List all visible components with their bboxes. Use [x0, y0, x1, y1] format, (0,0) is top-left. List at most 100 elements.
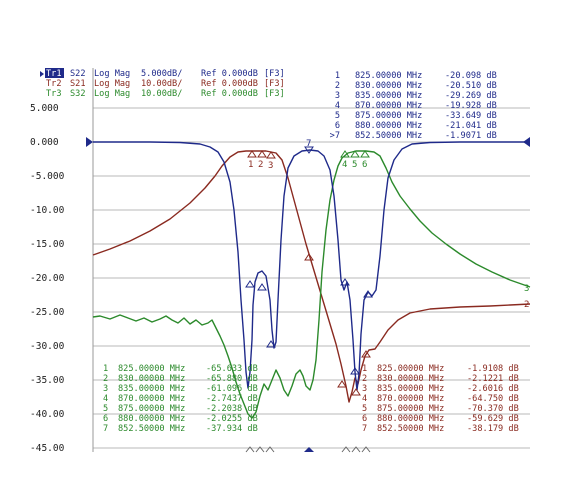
trace-ref[interactable]: Ref 0.000dB — [201, 69, 258, 79]
marker-value: -2.2038 dB — [206, 404, 258, 414]
marker-triangle-icon[interactable] — [350, 150, 360, 158]
marker-triangle-icon[interactable] — [266, 151, 276, 159]
marker-value: -59.629 dB — [467, 414, 519, 424]
marker-number: 1 — [103, 364, 108, 374]
trace-end-label: 2 — [524, 300, 529, 310]
marker-row: 5 875.00000 MHz -2.2038 dB — [103, 404, 258, 414]
marker-frequency: 870.00000 MHz — [118, 394, 185, 404]
marker-triangle-icon[interactable] — [245, 280, 255, 288]
reference-arrow-left-icon — [86, 137, 93, 147]
trace-id[interactable]: Tr2 — [46, 79, 62, 89]
marker-number: 5 — [362, 404, 367, 414]
marker-frequency: 825.00000 MHz — [118, 364, 185, 374]
marker-value: -29.269 dB — [445, 91, 497, 101]
marker-table-s22: 1 825.00000 MHz -20.098 dB 2 830.00000 M… — [330, 71, 497, 141]
marker-value: -2.0255 dB — [206, 414, 258, 424]
marker-triangle-icon[interactable] — [360, 150, 370, 158]
marker-triangle-icon[interactable] — [257, 150, 267, 158]
marker-number: 6 — [335, 121, 340, 131]
marker-triangle-icon[interactable] — [340, 150, 350, 158]
marker-row: 4 870.00000 MHz -2.7437 dB — [103, 394, 258, 404]
marker-triangle-icon[interactable] — [304, 146, 314, 154]
trace-format[interactable]: Log Mag — [94, 89, 130, 99]
marker-row: 1 825.00000 MHz -20.098 dB — [335, 71, 497, 81]
marker-value: -70.370 dB — [467, 404, 519, 414]
trace-cal: [F3] — [264, 89, 285, 99]
marker-number: 4 — [103, 394, 108, 404]
marker-frequency: 825.00000 MHz — [355, 71, 422, 81]
marker-value: -20.510 dB — [445, 81, 497, 91]
marker-frequency: 835.00000 MHz — [355, 91, 422, 101]
marker-row: 6 880.00000 MHz -21.041 dB — [335, 121, 497, 131]
marker-triangle-icon[interactable] — [266, 340, 276, 348]
marker-frequency: 852.50000 MHz — [118, 424, 185, 434]
marker-row: 5 875.00000 MHz -70.370 dB — [362, 404, 519, 414]
marker-label: 4 — [342, 160, 347, 170]
y-tick-label: -35.00 — [30, 375, 65, 386]
y-tick-label: -20.00 — [30, 273, 65, 284]
marker-frequency: 830.00000 MHz — [355, 81, 422, 91]
marker-value: -1.9108 dB — [467, 364, 519, 374]
marker-value: -1.9071 dB — [445, 131, 497, 141]
marker-number: 4 — [335, 101, 340, 111]
marker-row: 7 852.50000 MHz -38.179 dB — [362, 424, 519, 434]
trace-param[interactable]: S22 — [70, 69, 86, 79]
marker-row: 2 830.00000 MHz -2.1221 dB — [362, 374, 519, 384]
marker-value: -37.934 dB — [206, 424, 258, 434]
marker-value: -61.096 dB — [206, 384, 258, 394]
trace-id[interactable]: Tr1 — [46, 69, 62, 79]
marker-triangle-icon[interactable] — [361, 350, 371, 358]
y-axis-labels: 5.000 0.000 -5.000 -10.00 -15.00 -20.00 … — [30, 103, 65, 454]
marker-number: 1 — [335, 71, 340, 81]
trace-id[interactable]: Tr3 — [46, 89, 62, 99]
marker-triangle-icon[interactable] — [351, 388, 361, 396]
marker-frequency: 875.00000 MHz — [377, 404, 444, 414]
marker-frequency: 835.00000 MHz — [377, 384, 444, 394]
trace-scale[interactable]: 10.00dB/ — [141, 89, 182, 99]
marker-frequency: 880.00000 MHz — [118, 414, 185, 424]
trace-ref[interactable]: Ref 0.000dB — [201, 79, 258, 89]
marker-row: 3 835.00000 MHz -29.269 dB — [335, 91, 497, 101]
trace-format[interactable]: Log Mag — [94, 79, 130, 89]
trace-scale[interactable]: 5.000dB/ — [141, 69, 182, 79]
active-trace-arrow-icon — [40, 71, 44, 77]
marker-value: -19.928 dB — [445, 101, 497, 111]
marker-number: 2 — [335, 81, 340, 91]
marker-number: 5 — [335, 111, 340, 121]
marker-row: 6 880.00000 MHz -59.629 dB — [362, 414, 519, 424]
trace-scale[interactable]: 10.00dB/ — [141, 79, 182, 89]
trace-param[interactable]: S21 — [70, 79, 86, 89]
marker-value: -65.880 dB — [206, 374, 258, 384]
marker-triangle-icon[interactable] — [257, 283, 267, 291]
y-tick-label: -5.000 — [30, 171, 65, 182]
y-tick-label: -30.00 — [30, 341, 65, 352]
marker-number: 6 — [362, 414, 367, 424]
marker-number: 1 — [362, 364, 367, 374]
marker-label: 5 — [352, 160, 357, 170]
marker-number: 7 — [362, 424, 367, 434]
y-tick-label: 0.000 — [30, 137, 59, 148]
marker-label: 1 — [248, 160, 253, 170]
marker-triangle-icon[interactable] — [363, 290, 373, 298]
marker-triangle-icon[interactable] — [304, 253, 314, 261]
marker-number: 3 — [362, 384, 367, 394]
y-tick-label: -40.00 — [30, 409, 65, 420]
trace-ref[interactable]: Ref 0.000dB — [201, 89, 258, 99]
marker-triangle-icon[interactable] — [247, 150, 257, 158]
trace-format[interactable]: Log Mag — [94, 69, 130, 79]
marker-table-s32: 1 825.00000 MHz -65.633 dB 2 830.00000 M… — [103, 364, 258, 434]
marker-frequency: 875.00000 MHz — [118, 404, 185, 414]
trace-cal: [F3] — [264, 79, 285, 89]
marker-frequency: 830.00000 MHz — [377, 374, 444, 384]
marker-label: 2 — [258, 160, 263, 170]
marker-number: 4 — [362, 394, 367, 404]
marker-triangle-icon[interactable] — [340, 278, 350, 286]
marker-frequency: 870.00000 MHz — [377, 394, 444, 404]
center-frequency-arrow-icon — [304, 447, 314, 452]
traces — [92, 141, 531, 419]
trace-param[interactable]: S32 — [70, 89, 86, 99]
marker-triangle-icon[interactable] — [350, 367, 360, 375]
marker-table-s21: 1 825.00000 MHz -1.9108 dB 2 830.00000 M… — [362, 364, 519, 434]
marker-triangle-icon[interactable] — [337, 380, 347, 388]
trace-s32 — [92, 150, 531, 419]
